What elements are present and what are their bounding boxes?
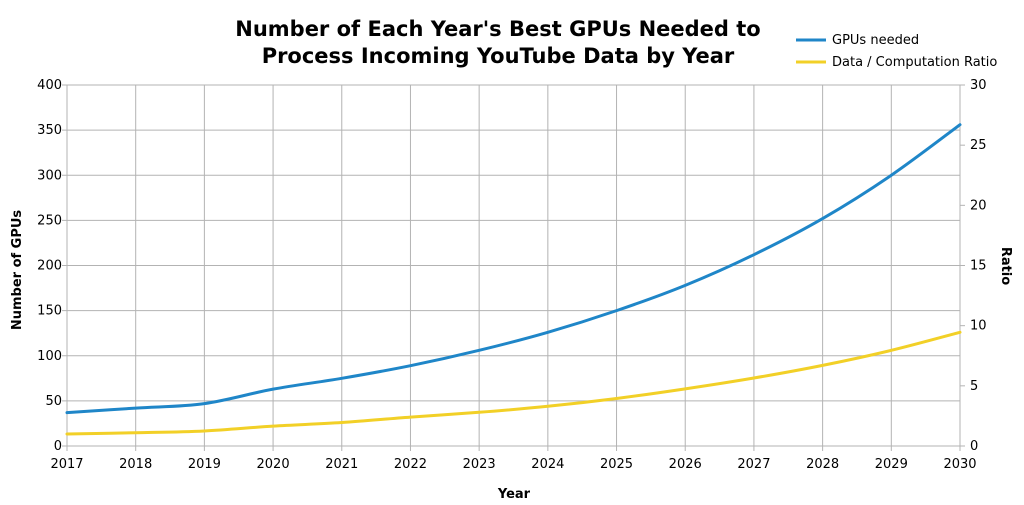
y2-tick-label: 30	[970, 78, 987, 93]
y2-tick-label: 5	[970, 379, 978, 394]
y2-tick-label: 0	[970, 439, 978, 454]
y2-tick-label: 15	[970, 259, 987, 274]
x-tick-label: 2024	[531, 457, 564, 472]
x-tick-label: 2020	[257, 457, 290, 472]
x-tick-label: 2023	[463, 457, 496, 472]
x-tick-label: 2028	[806, 457, 839, 472]
y-tick-label: 100	[37, 349, 62, 364]
x-axis-title: Year	[497, 487, 531, 502]
x-tick-label: 2029	[875, 457, 908, 472]
y-tick-label: 0	[54, 439, 62, 454]
x-tick-label: 2022	[394, 457, 427, 472]
series-lines	[65, 123, 962, 436]
y-tick-label: 150	[37, 304, 62, 319]
chart-title-line-2: Process Incoming YouTube Data by Year	[262, 44, 735, 68]
y2-tick-label: 20	[970, 198, 987, 213]
series-line-gpus-needed	[65, 123, 962, 415]
x-tick-label: 2021	[325, 457, 358, 472]
y2-tick-label: 10	[970, 319, 987, 334]
y2-axis-title: Ratio	[998, 247, 1013, 285]
plot-frame	[66, 84, 961, 447]
x-tick-label: 2018	[119, 457, 152, 472]
x-tick-label: 2025	[600, 457, 633, 472]
y-tick-label: 350	[37, 123, 62, 138]
x-tick-label: 2017	[50, 457, 83, 472]
x-tick-label: 2027	[737, 457, 770, 472]
y-axis-title: Number of GPUs	[10, 210, 25, 331]
tick-labels: 0501001502002503003504000510152025302017…	[37, 78, 986, 472]
x-tick-label: 2026	[669, 457, 702, 472]
y-tick-label: 400	[37, 78, 62, 93]
y-tick-label: 50	[45, 394, 62, 409]
x-tick-label: 2030	[943, 457, 976, 472]
y-tick-label: 300	[37, 168, 62, 183]
y2-tick-label: 25	[970, 138, 987, 153]
y-tick-label: 200	[37, 259, 62, 274]
series-line-data-computation-ratio	[65, 330, 962, 436]
x-tick-label: 2019	[188, 457, 221, 472]
legend-label-gpus-needed: GPUs needed	[832, 33, 919, 48]
chart-title-line-1: Number of Each Year's Best GPUs Needed t…	[235, 17, 760, 41]
y-tick-label: 250	[37, 213, 62, 228]
legend-label-data-computation-ratio: Data / Computation Ratio	[832, 55, 997, 70]
legend: GPUs needed Data / Computation Ratio	[796, 33, 997, 70]
